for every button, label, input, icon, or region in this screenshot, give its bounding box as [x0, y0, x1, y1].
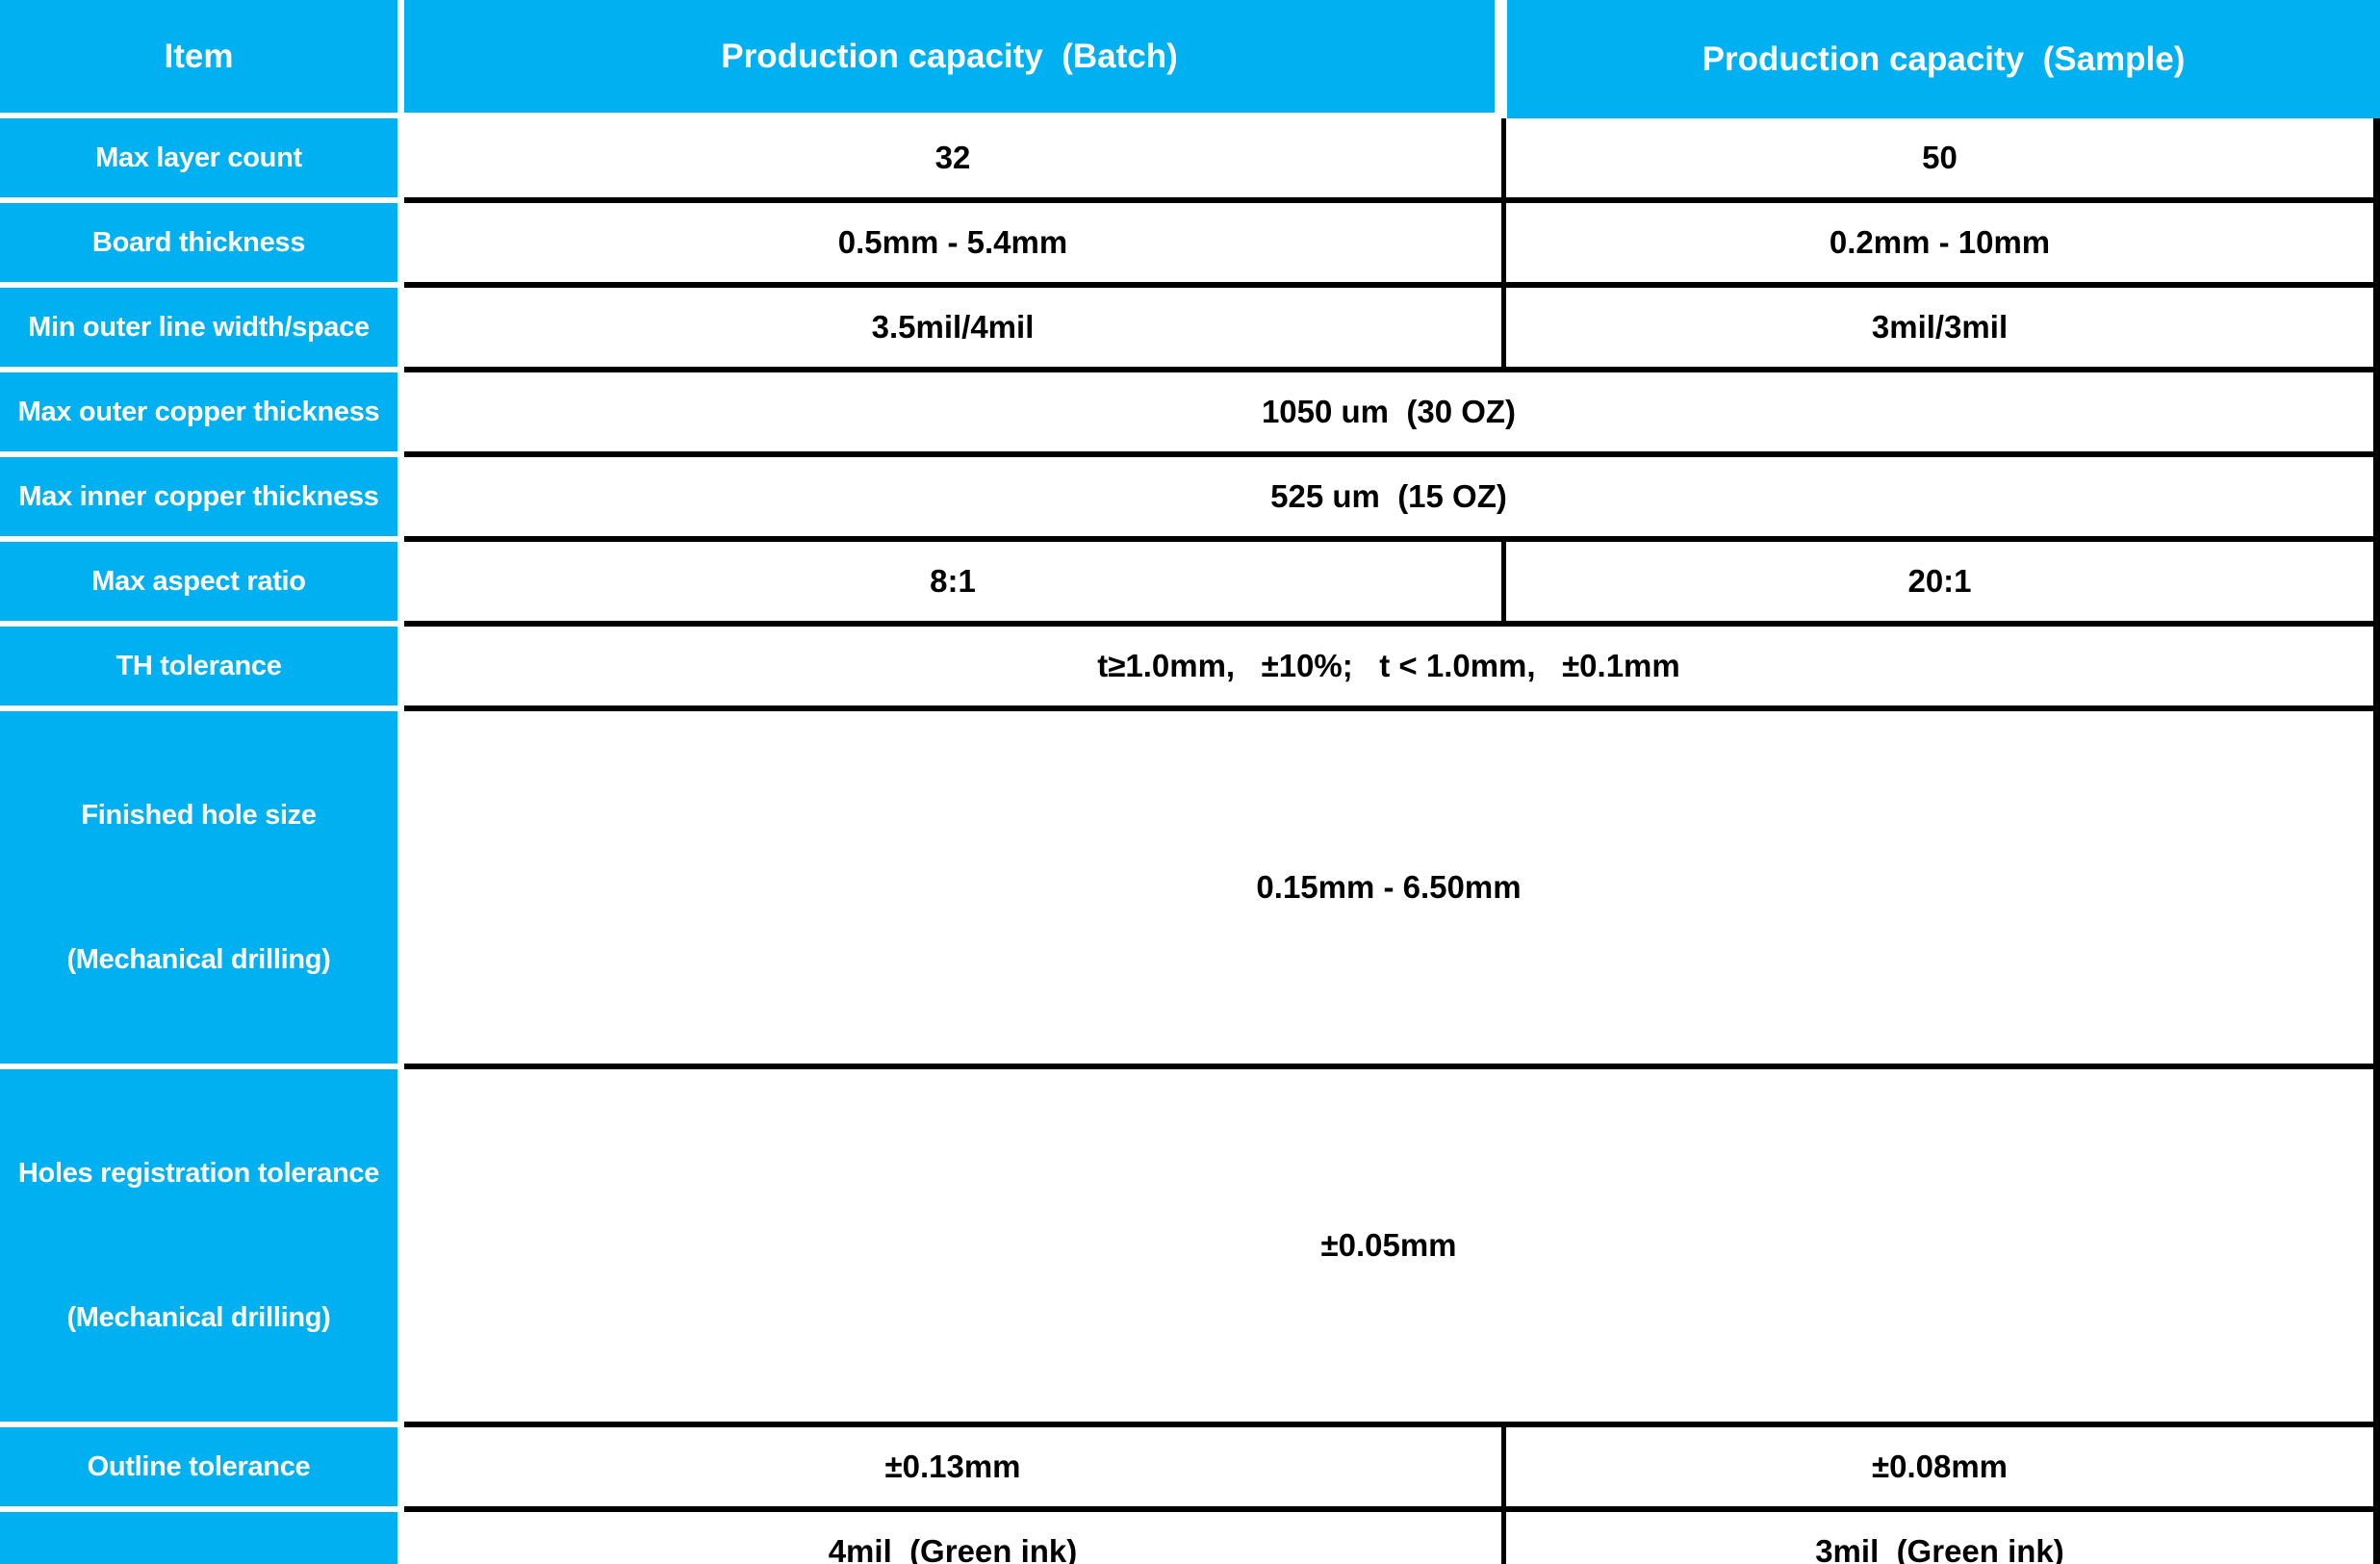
row-label-th-tolerance: TH tolerance: [0, 627, 404, 711]
row-label-line-1: Finished hole size: [81, 800, 317, 831]
table-row-min-outer-line: Min outer line width/space 3.5mil/4mil 3…: [0, 288, 2380, 372]
value-max-aspect-ratio-sample: 20:1: [1501, 542, 2380, 627]
table-row-max-aspect-ratio: Max aspect ratio 8:1 20:1: [0, 542, 2380, 627]
value-board-thickness-sample: 0.2mm - 10mm: [1501, 203, 2380, 288]
value-finished-hole-size: 0.15mm - 6.50mm: [404, 711, 2380, 1069]
table-row-holes-registration: Holes registration tolerance (Mechanical…: [0, 1069, 2380, 1427]
header-row: Item Production capacity (Batch) Product…: [0, 0, 2380, 118]
row-label-max-layer-count: Max layer count: [0, 118, 404, 203]
table-row-board-thickness: Board thickness 0.5mm - 5.4mm 0.2mm - 10…: [0, 203, 2380, 288]
value-max-layer-count-batch: 32: [404, 118, 1501, 203]
table-row-outline-tolerance: Outline tolerance ±0.13mm ±0.08mm: [0, 1427, 2380, 1512]
table-row-max-layer-count: Max layer count 32 50: [0, 118, 2380, 203]
row-label-min-soldermask-bridge: Min soldermask bridge: [0, 1512, 404, 1564]
value-max-aspect-ratio-batch: 8:1: [404, 542, 1501, 627]
row-label-max-aspect-ratio: Max aspect ratio: [0, 542, 404, 627]
row-label-line-1: Holes registration tolerance: [17, 1158, 380, 1189]
header-batch: Production capacity (Batch): [404, 0, 1501, 118]
row-label-line-2: (Mechanical drilling): [66, 1302, 331, 1333]
table-row-th-tolerance: TH tolerance t≥1.0mm, ±10%; t < 1.0mm, ±…: [0, 627, 2380, 711]
value-min-soldermask-bridge-batch: 4mil (Green ink): [404, 1512, 1501, 1564]
value-max-layer-count-sample: 50: [1501, 118, 2380, 203]
row-label-holes-registration: Holes registration tolerance (Mechanical…: [0, 1069, 404, 1427]
value-outline-tolerance-batch: ±0.13mm: [404, 1427, 1501, 1512]
row-label-finished-hole-size: Finished hole size (Mechanical drilling): [0, 711, 404, 1069]
value-th-tolerance: t≥1.0mm, ±10%; t < 1.0mm, ±0.1mm: [404, 627, 2380, 711]
row-label-min-outer-line: Min outer line width/space: [0, 288, 404, 372]
table-row-max-inner-copper: Max inner copper thickness 525 um (15 OZ…: [0, 457, 2380, 542]
value-holes-registration: ±0.05mm: [404, 1069, 2380, 1427]
row-label-outline-tolerance: Outline tolerance: [0, 1427, 404, 1512]
table-row-finished-hole-size: Finished hole size (Mechanical drilling)…: [0, 711, 2380, 1069]
header-item: Item: [0, 0, 404, 118]
value-min-outer-line-batch: 3.5mil/4mil: [404, 288, 1501, 372]
value-min-outer-line-sample: 3mil/3mil: [1501, 288, 2380, 372]
table-row-min-soldermask-bridge-1: Min soldermask bridge 4mil (Green ink) 3…: [0, 1512, 2380, 1564]
value-min-soldermask-bridge-sample: 3mil (Green ink): [1501, 1512, 2380, 1564]
table-row-max-outer-copper: Max outer copper thickness 1050 um (30 O…: [0, 372, 2380, 457]
value-outline-tolerance-sample: ±0.08mm: [1501, 1427, 2380, 1512]
value-max-inner-copper: 525 um (15 OZ): [404, 457, 2380, 542]
row-label-max-outer-copper: Max outer copper thickness: [0, 372, 404, 457]
header-sample: Production capacity (Sample): [1501, 0, 2380, 118]
row-label-max-inner-copper: Max inner copper thickness: [0, 457, 404, 542]
value-board-thickness-batch: 0.5mm - 5.4mm: [404, 203, 1501, 288]
value-max-outer-copper: 1050 um (30 OZ): [404, 372, 2380, 457]
row-label-line-2: (Mechanical drilling): [66, 944, 331, 975]
row-label-board-thickness: Board thickness: [0, 203, 404, 288]
